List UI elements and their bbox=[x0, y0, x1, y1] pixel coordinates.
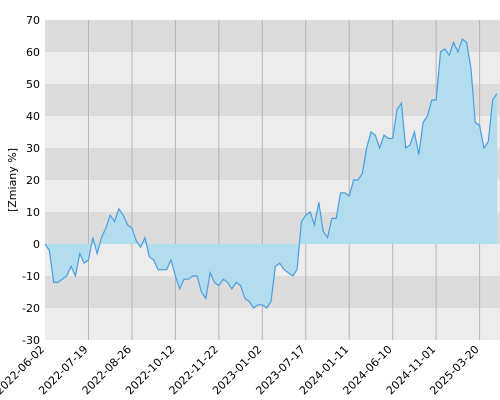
y-tick-label: 10 bbox=[26, 206, 40, 219]
grid-band bbox=[45, 84, 500, 116]
y-tick-label: -30 bbox=[22, 334, 40, 347]
y-tick-label: 40 bbox=[26, 110, 40, 123]
grid-band bbox=[45, 20, 500, 52]
y-tick-label: 0 bbox=[33, 238, 40, 251]
y-tick-label: 30 bbox=[26, 142, 40, 155]
y-tick-label: 20 bbox=[26, 174, 40, 187]
y-tick-label: -10 bbox=[22, 270, 40, 283]
grid-band bbox=[45, 52, 500, 84]
grid-band bbox=[45, 308, 500, 340]
y-tick-label: 50 bbox=[26, 78, 40, 91]
y-tick-label: 70 bbox=[26, 14, 40, 27]
area bbox=[45, 39, 497, 308]
y-axis-label: [Zmiany %] bbox=[6, 148, 19, 212]
y-tick-label: -20 bbox=[22, 302, 40, 315]
line bbox=[44, 38, 498, 309]
y-tick-label: 60 bbox=[26, 46, 40, 59]
